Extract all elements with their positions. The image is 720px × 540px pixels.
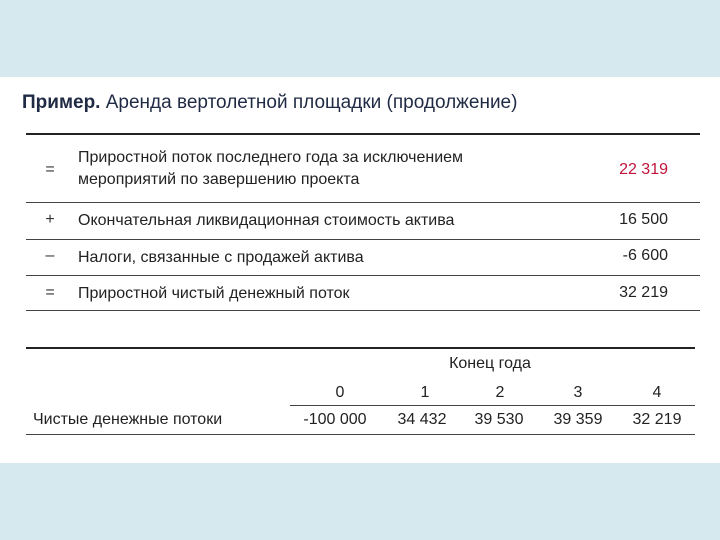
cashflow-value: 39 359 [553,411,603,428]
cashflow-value: 34 432 [397,411,447,428]
row-divider [26,275,700,276]
cashflow-value: -100 000 [303,411,367,428]
table-top-rule [26,133,700,135]
slide: Пример. Аренда вертолетной площадки (про… [0,77,720,463]
year-label: 1 [420,384,430,401]
table-bottom-rule [26,310,700,311]
row-sign: + [45,211,55,228]
row-divider [26,239,700,240]
row-value-highlight: 22 319 [619,161,668,178]
row-sign: = [45,284,55,301]
year-label: 3 [573,384,583,401]
year-label: 0 [335,384,345,401]
row-description: Приростной чистый денежный поток [78,285,350,302]
row-description-line: Приростной поток последнего года за искл… [78,149,464,166]
cashflow-value: 32 219 [632,411,682,428]
title-lead: Пример. [22,92,101,113]
title-rest: Аренда вертолетной площадки (продолжение… [105,92,518,113]
cashflow-header-rule [290,405,695,406]
cashflow-bottom-rule [26,434,695,435]
row-description-line: мероприятий по завершению проекта [78,171,360,188]
year-label: 4 [652,384,662,401]
row-sign: = [45,161,55,178]
cashflow-row-label: Чистые денежные потоки [33,411,223,428]
cashflow-header: Конец года [449,355,531,372]
slide-title: Пример. Аренда вертолетной площадки (про… [22,92,517,114]
cashflow-top-rule [26,347,695,349]
row-divider [26,202,700,203]
row-sign: – [45,247,55,264]
row-description: Приростной поток последнего года за искл… [78,147,548,191]
row-value: 16 500 [619,211,668,228]
year-label: 2 [495,384,505,401]
row-description: Налоги, связанные с продажей актива [78,249,364,266]
row-value: -6 600 [622,247,668,264]
cashflow-value: 39 530 [474,411,524,428]
row-description: Окончательная ликвидационная стоимость а… [78,212,455,229]
row-value: 32 219 [619,284,668,301]
